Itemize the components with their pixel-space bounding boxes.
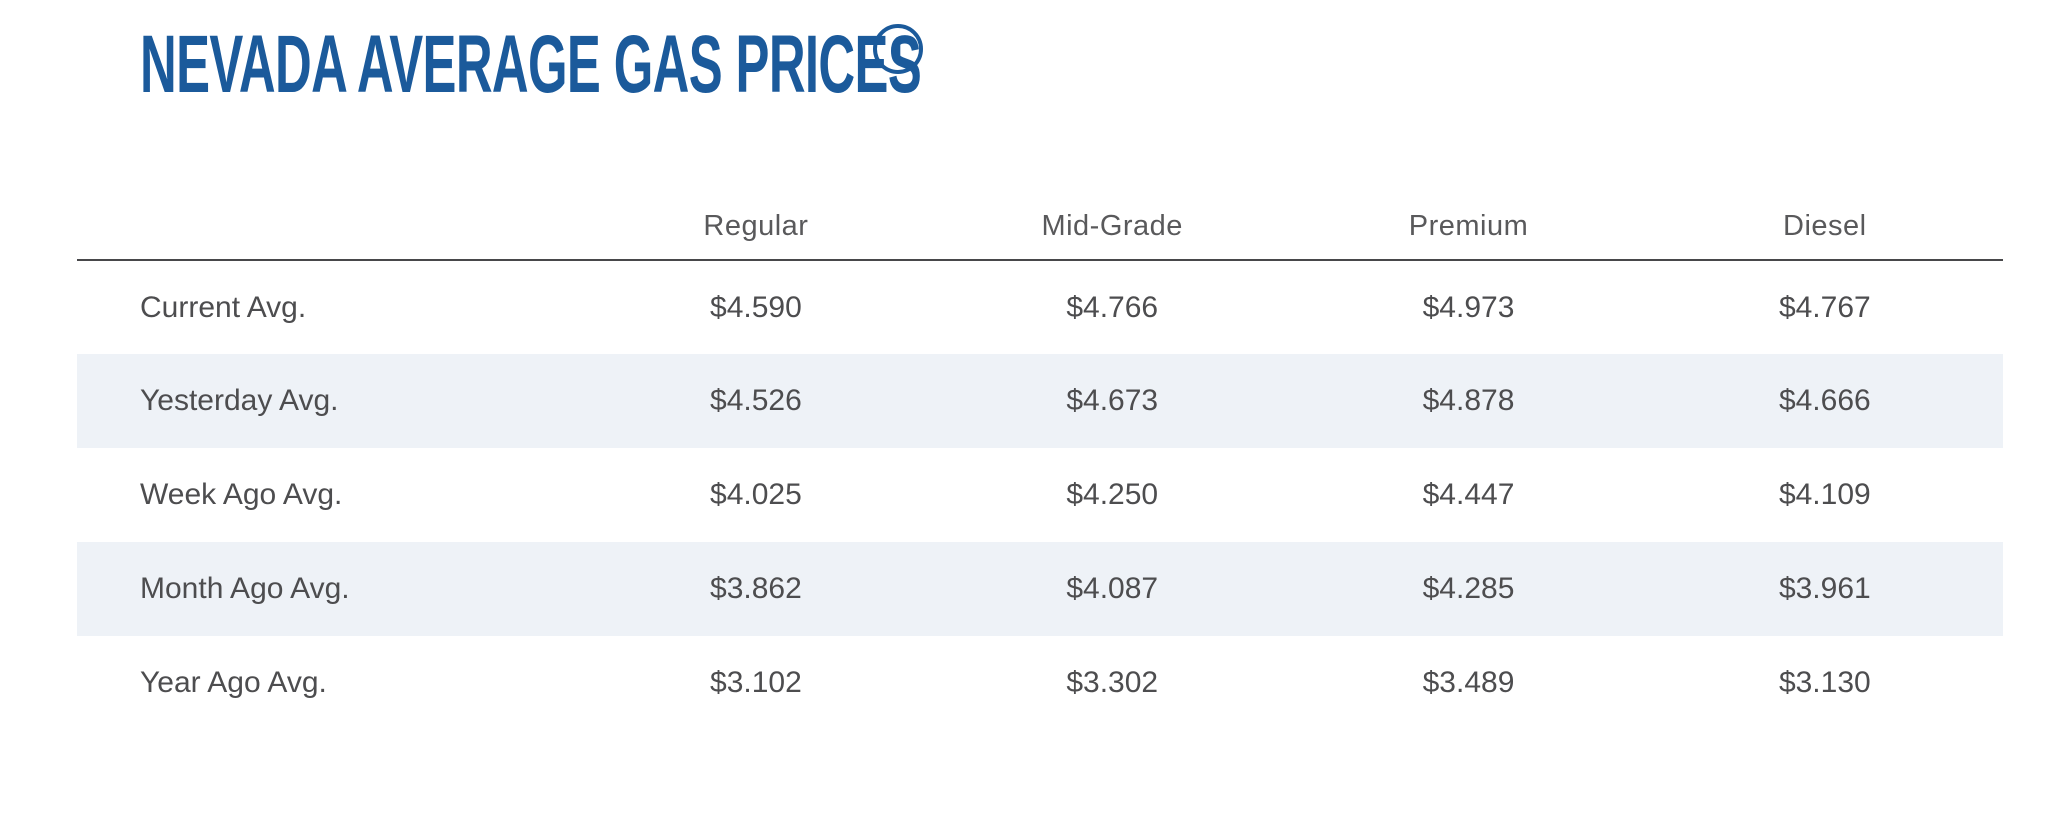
price-cell: $4.590	[710, 290, 802, 324]
column-header-premium: Premium	[1290, 186, 1647, 261]
table-row-yesterday: Yesterday Avg. $4.526 $4.673 $4.878 $4.6…	[77, 354, 2003, 448]
column-header-regular: Regular	[577, 186, 935, 261]
price-cell: $4.878	[1422, 384, 1515, 417]
row-label: Year Ago Avg.	[140, 666, 327, 699]
price-cell: $4.673	[1066, 384, 1159, 417]
info-icon-glyph: i	[893, 30, 903, 66]
row-label: Current Avg.	[140, 290, 307, 324]
page-header: NEVADA AVERAGE GAS PRICES i	[140, 24, 1400, 114]
price-cell: $4.447	[1422, 478, 1515, 511]
table-row-current: Current Avg. $4.590 $4.766 $4.973 $4.767	[77, 260, 2003, 354]
table-header-row: Regular Mid-Grade Premium Diesel	[77, 186, 2003, 261]
price-cell: $4.087	[1066, 572, 1159, 605]
price-cell: $4.250	[1066, 478, 1159, 511]
price-cell: $4.285	[1422, 572, 1515, 605]
price-cell: $4.666	[1778, 384, 1871, 417]
price-cell: $4.973	[1422, 290, 1515, 324]
price-cell: $4.109	[1778, 478, 1871, 511]
row-label: Yesterday Avg.	[140, 384, 339, 417]
column-header-blank	[77, 186, 578, 261]
price-cell: $3.130	[1778, 666, 1871, 699]
price-cell: $3.102	[710, 666, 802, 699]
column-header-diesel: Diesel	[1646, 186, 2003, 261]
price-cell: $4.526	[710, 384, 802, 417]
info-icon[interactable]: i	[873, 24, 923, 74]
price-cell: $4.766	[1066, 290, 1159, 324]
page-title: NEVADA AVERAGE GAS PRICES	[140, 19, 922, 110]
gas-price-table: Regular Mid-Grade Premium Diesel Current…	[77, 186, 2003, 730]
price-cell: $3.302	[1066, 666, 1159, 699]
table-row-week-ago: Week Ago Avg. $4.025 $4.250 $4.447 $4.10…	[77, 448, 2003, 542]
table-row-month-ago: Month Ago Avg. $3.862 $4.087 $4.285 $3.9…	[77, 542, 2003, 636]
price-cell: $4.025	[710, 478, 802, 511]
price-cell: $3.489	[1422, 666, 1515, 699]
row-label: Month Ago Avg.	[140, 572, 350, 605]
column-header-midgrade: Mid-Grade	[934, 186, 1291, 261]
price-cell: $4.767	[1778, 290, 1871, 324]
table-row-year-ago: Year Ago Avg. $3.102 $3.302 $3.489 $3.13…	[77, 636, 2003, 730]
price-cell: $3.961	[1778, 572, 1871, 605]
price-cell: $3.862	[710, 572, 802, 605]
row-label: Week Ago Avg.	[140, 478, 343, 511]
